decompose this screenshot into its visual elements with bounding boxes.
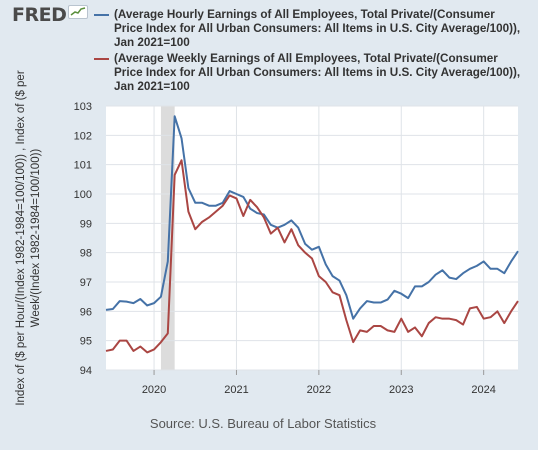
series-line-hourly — [105, 115, 519, 320]
source-note: Source: U.S. Bureau of Labor Statistics — [150, 416, 377, 431]
y-tick-label: 100 — [74, 189, 92, 201]
legend-swatch-weekly — [94, 58, 109, 60]
y-axis-label-line-1: Index of ($ per Hour/(Index 1982-1984=10… — [15, 70, 27, 405]
fred-logo[interactable]: FRED — [12, 4, 89, 26]
legend-item-hourly[interactable]: (Average Hourly Earnings of All Employee… — [94, 8, 524, 50]
fred-chart-badge-icon — [68, 5, 89, 19]
legend-label-weekly: (Average Weekly Earnings of All Employee… — [114, 52, 521, 93]
legend-label-hourly: (Average Hourly Earnings of All Employee… — [114, 8, 521, 49]
y-tick-label: 98 — [80, 248, 92, 260]
y-tick-label: 96 — [80, 306, 92, 318]
x-tick-label: 2023 — [389, 384, 413, 396]
x-tick-label: 2021 — [224, 384, 248, 396]
grid-layer — [106, 105, 518, 371]
y-tick-label: 97 — [80, 277, 92, 289]
y-tick-label: 94 — [80, 365, 92, 377]
series-line-weekly — [105, 159, 519, 354]
chart-legend: (Average Hourly Earnings of All Employee… — [94, 8, 524, 96]
y-tick-label: 101 — [74, 160, 92, 172]
legend-swatch-hourly — [94, 14, 109, 16]
fred-logo-text: FRED — [12, 4, 67, 26]
x-axis-ticks: 2020 2021 2022 2023 2024 — [142, 370, 496, 396]
y-tick-label: 103 — [74, 101, 92, 113]
y-axis-ticks: 94 95 96 97 98 99 100 101 102 103 — [74, 101, 92, 377]
y-tick-label: 99 — [80, 218, 92, 230]
y-tick-label: 95 — [80, 336, 92, 348]
legend-item-weekly[interactable]: (Average Weekly Earnings of All Employee… — [94, 52, 524, 94]
x-tick-label: 2024 — [471, 384, 495, 396]
y-tick-label: 102 — [74, 130, 92, 142]
y-axis-label-line-2: Week/(Index 1982-1984=100/100)) — [30, 149, 42, 328]
x-tick-label: 2020 — [142, 384, 166, 396]
series-layer — [105, 115, 519, 354]
x-tick-label: 2022 — [307, 384, 331, 396]
